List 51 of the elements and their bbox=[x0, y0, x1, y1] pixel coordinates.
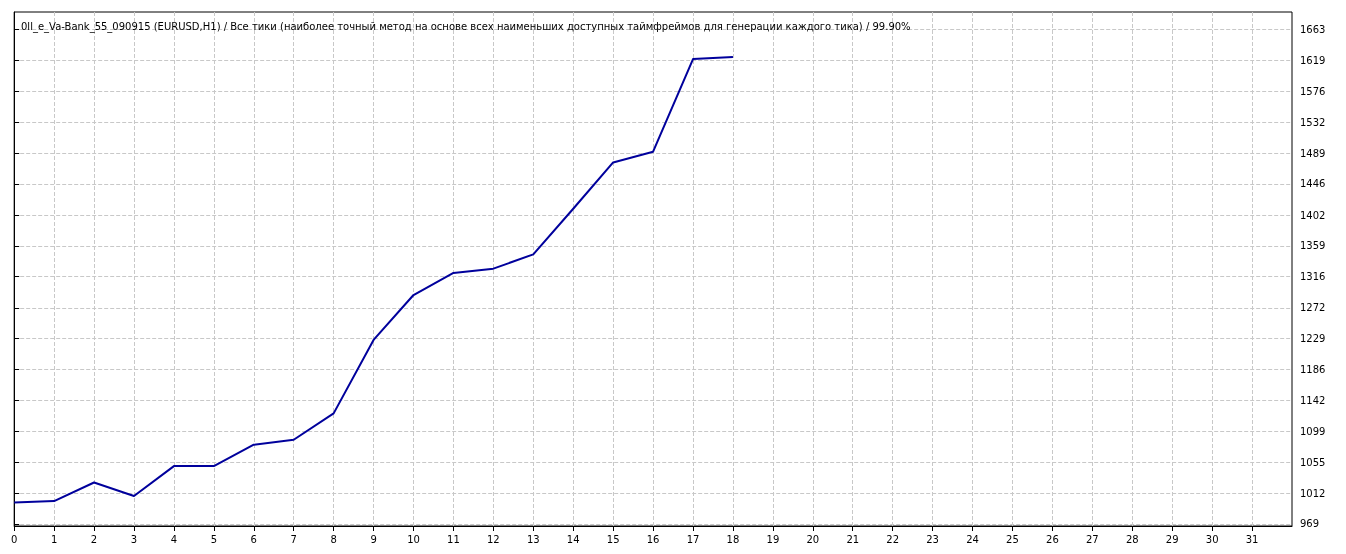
y-tick-label: 969 bbox=[1300, 518, 1320, 530]
x-tick-label: 19 bbox=[766, 533, 780, 545]
y-tick-label: 1186 bbox=[1300, 363, 1326, 375]
x-tick-label: 8 bbox=[330, 533, 337, 545]
y-tick-label: 1099 bbox=[1300, 425, 1326, 437]
y-tick-label: 1142 bbox=[1300, 395, 1326, 407]
text: 0ll_e_Va-Bank_55_090915 (EURUSD,H1) / Все тики (наиболее точный метод на основе всех наименьших доступных таймфреймов для генерации каждого тика) / 99.90% bbox=[21, 20, 911, 33]
x-tick-label: 0 bbox=[10, 533, 18, 545]
x-tick-label: 11 bbox=[447, 533, 460, 545]
x-tick-label: 3 bbox=[130, 533, 138, 545]
y-tick-label: 1012 bbox=[1300, 487, 1326, 499]
y-tick-label: 1532 bbox=[1300, 117, 1326, 128]
y-tick-label: 1272 bbox=[1300, 302, 1326, 314]
x-tick-label: 26 bbox=[1046, 533, 1059, 545]
x-tick-label: 20 bbox=[806, 533, 820, 545]
x-tick-label: 21 bbox=[846, 533, 860, 545]
line-series bbox=[13, 55, 734, 504]
x-tick-label: 29 bbox=[1165, 533, 1179, 545]
y-tick-label: 1229 bbox=[1300, 333, 1326, 345]
x-tick-label: 6 bbox=[250, 533, 257, 545]
x-tick-label: 31 bbox=[1245, 533, 1259, 545]
y-tick-label: 1619 bbox=[1300, 54, 1326, 66]
x-tick-label: 4 bbox=[170, 533, 178, 545]
y-tick-label: 1576 bbox=[1300, 85, 1326, 97]
y-tick-label: 1446 bbox=[1300, 178, 1326, 190]
y-tick-label: 1055 bbox=[1300, 457, 1326, 469]
x-tick-label: 15 bbox=[606, 533, 620, 545]
x-tick-label: 18 bbox=[726, 533, 740, 545]
x-tick-label: 24 bbox=[966, 533, 979, 545]
x-tick-label: 28 bbox=[1125, 533, 1139, 545]
x-tick-label: 25 bbox=[1006, 533, 1019, 545]
x-tick-label: 5 bbox=[210, 533, 218, 545]
x-tick-label: 7 bbox=[290, 533, 297, 545]
x-tick-label: 22 bbox=[886, 533, 900, 545]
x-tick-label: 1 bbox=[50, 533, 58, 545]
y-tick-label: 1359 bbox=[1300, 240, 1326, 252]
y-tick-label: 1489 bbox=[1300, 147, 1326, 159]
x-tick-label: 9 bbox=[370, 533, 377, 545]
x-tick-label: 10 bbox=[407, 533, 420, 545]
x-tick-label: 23 bbox=[926, 533, 939, 545]
x-tick-label: 14 bbox=[566, 533, 580, 545]
y-tick-label: 1402 bbox=[1300, 209, 1326, 221]
x-tick-label: 27 bbox=[1085, 533, 1099, 545]
x-tick-label: 12 bbox=[487, 533, 500, 545]
x-tick-label: 16 bbox=[646, 533, 660, 545]
x-tick-label: 30 bbox=[1205, 533, 1219, 545]
y-tick-label: 1663 bbox=[1300, 23, 1326, 35]
y-tick-label: 1316 bbox=[1300, 270, 1326, 282]
x-tick-label: 17 bbox=[686, 533, 700, 545]
x-tick-label: 13 bbox=[526, 533, 540, 545]
x-tick-label: 2 bbox=[90, 533, 98, 545]
